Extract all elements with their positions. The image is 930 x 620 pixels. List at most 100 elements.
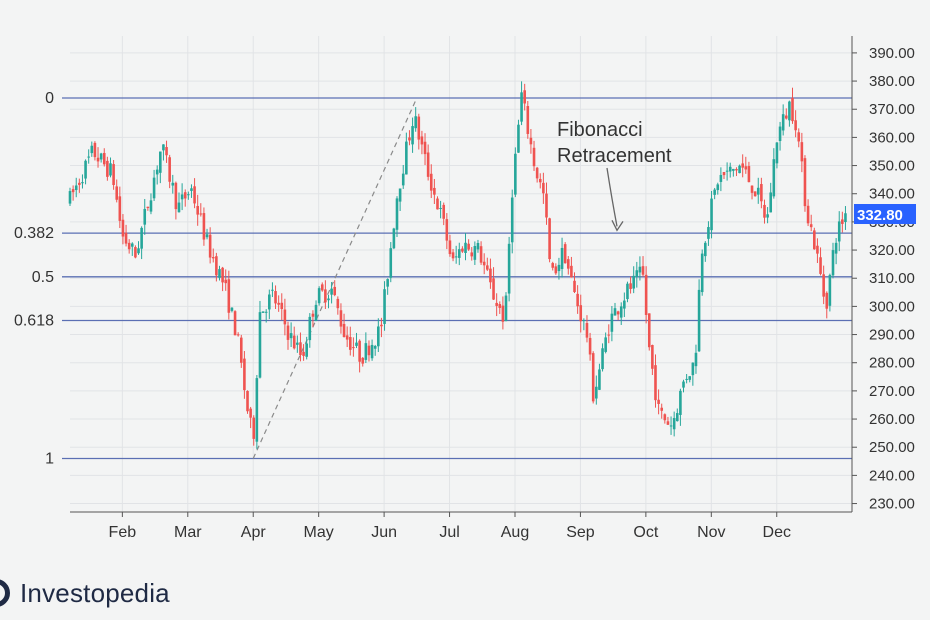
candle-body [470, 252, 474, 257]
candle-body [137, 248, 140, 254]
candle-body [106, 160, 109, 177]
candle-body [619, 306, 623, 318]
candle-body [405, 141, 408, 175]
candle-body [364, 343, 368, 360]
y-tick-label: 280.00 [869, 355, 915, 372]
candle-body [707, 227, 710, 239]
candle-body [411, 126, 414, 145]
candle-body [514, 153, 517, 195]
candle-body [308, 316, 312, 341]
candle-body [794, 120, 797, 131]
annotation-arrowhead [611, 220, 624, 232]
candle-body [221, 267, 224, 283]
candle-body [386, 279, 389, 287]
y-tick-label: 230.00 [869, 496, 915, 513]
candle-body [429, 173, 433, 191]
candle-body [380, 324, 383, 327]
y-tick-label: 260.00 [869, 411, 915, 428]
candle-body [71, 189, 75, 193]
y-tick-label: 300.00 [869, 298, 915, 315]
y-tick-label: 320.00 [869, 242, 915, 259]
candle-body [760, 184, 763, 202]
candle-body [573, 280, 576, 293]
candle-body [806, 205, 810, 224]
candle-body [255, 378, 259, 442]
candle-body [831, 250, 835, 276]
candle-body [816, 245, 819, 254]
y-tick-label: 270.00 [869, 383, 915, 400]
candle-body [738, 165, 741, 174]
candle-body [102, 152, 106, 165]
candle-body [691, 362, 695, 376]
candle-body [495, 302, 498, 306]
candle-body [211, 257, 215, 259]
candle-body [538, 178, 542, 183]
candle-body [825, 292, 829, 309]
candle-body [753, 191, 757, 197]
annotation-text: Retracement [557, 145, 672, 167]
candle-body [302, 351, 305, 356]
annotation: Fibonacci Retracement [557, 119, 672, 232]
candle-body [644, 274, 648, 315]
candle-body [373, 345, 377, 349]
candle-body [479, 246, 483, 263]
candle-body [585, 323, 589, 338]
candle-body [358, 340, 361, 362]
y-tick-label: 380.00 [869, 73, 915, 90]
candle-body [635, 270, 639, 278]
candlesticks [68, 81, 847, 449]
fib-label: 0.5 [32, 269, 54, 286]
candle-body [837, 221, 841, 242]
candle-body [560, 247, 564, 269]
candle-body [218, 269, 221, 278]
candle-body [159, 151, 162, 173]
candle-body [679, 390, 682, 415]
candle-body [236, 334, 240, 336]
x-axis-labels: Feb Mar Apr May Jun Jul Aug Sep Oct Nov Dec [109, 512, 791, 541]
candle-body [414, 116, 417, 129]
candle-body [121, 219, 125, 237]
candle-body [87, 156, 90, 158]
annotation-arrow [606, 167, 618, 227]
candle-body [803, 158, 807, 207]
candle-body [666, 421, 670, 425]
candle-body [127, 242, 131, 250]
candle-body [688, 376, 692, 380]
candle-body [756, 187, 760, 195]
last-price-box [854, 204, 916, 225]
candle-body [311, 313, 315, 317]
candle-body [626, 283, 629, 300]
candle-body [591, 353, 595, 402]
candle-body [629, 283, 632, 289]
candle-body [704, 242, 707, 257]
candle-body [296, 342, 299, 345]
candle-body [778, 126, 782, 142]
candle-body [822, 274, 825, 297]
candle-body [725, 170, 729, 172]
candle-body [330, 288, 333, 295]
candle-body [168, 157, 171, 182]
brand-name: Investopedia [20, 577, 170, 608]
y-tick-label: 250.00 [869, 439, 915, 456]
candle-body [227, 279, 231, 313]
candle-body [345, 335, 349, 340]
candle-body [498, 304, 502, 308]
candle-body [766, 214, 769, 218]
candle-body [570, 265, 573, 278]
candle-body [607, 334, 611, 336]
candle-body [370, 344, 374, 359]
candle-body [486, 265, 489, 270]
x-tick-label: May [304, 524, 334, 541]
candle-body [327, 298, 330, 301]
candle-body [233, 311, 237, 336]
candle-body [352, 347, 355, 349]
fib-levels: 0 0.382 0.5 0.618 1 [14, 90, 852, 467]
candle-body [292, 335, 296, 349]
candle-body [305, 343, 308, 357]
candle-body [96, 157, 100, 162]
grid-lines [70, 36, 852, 512]
candle-body [784, 115, 788, 119]
candle-body [202, 213, 206, 240]
candle-body [828, 274, 832, 306]
